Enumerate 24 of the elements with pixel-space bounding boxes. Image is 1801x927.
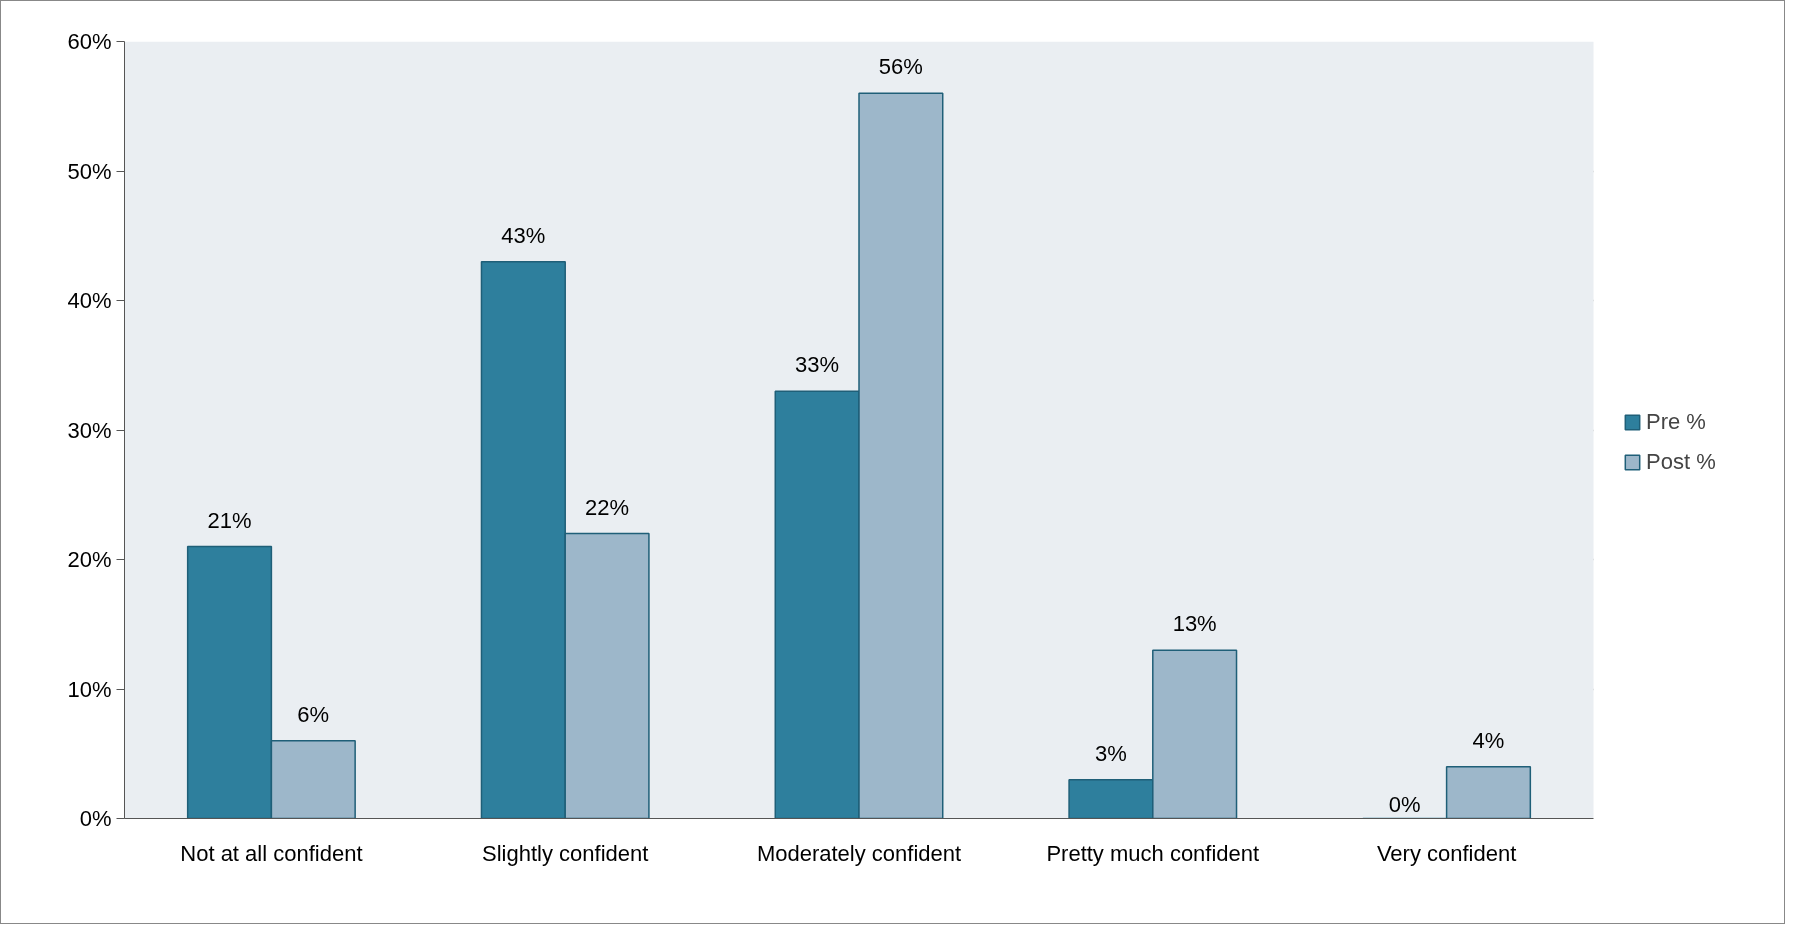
- x-tick-label: Very confident: [1376, 840, 1517, 866]
- y-tick-label: 50%: [67, 158, 112, 184]
- data-label: 56%: [878, 54, 923, 80]
- y-tick-label: 40%: [67, 288, 112, 313]
- data-label: 43%: [501, 222, 546, 248]
- data-label: 6%: [297, 701, 330, 727]
- data-label: 3%: [1095, 740, 1127, 766]
- y-tick-label: 30%: [67, 417, 112, 443]
- data-label: 33%: [795, 352, 840, 378]
- x-tick-label: Pretty much confident: [1046, 840, 1260, 866]
- y-tick-label: 60%: [67, 29, 112, 54]
- data-label: 0%: [1388, 791, 1421, 817]
- x-tick-label: Not at all confident: [180, 840, 363, 866]
- y-tick-label: 20%: [67, 547, 112, 572]
- legend-label: Pre %: [1646, 409, 1706, 435]
- y-tick-label: 10%: [67, 676, 112, 702]
- legend-label: Post %: [1646, 449, 1716, 475]
- x-tick-label: Slightly confident: [482, 840, 649, 866]
- y-tick-label: 0%: [79, 806, 112, 831]
- data-label: 13%: [1172, 611, 1217, 637]
- data-label: 21%: [207, 507, 252, 533]
- data-label: 22%: [585, 494, 630, 520]
- x-tick-label: Moderately confident: [756, 840, 962, 866]
- data-label: 4%: [1472, 727, 1505, 753]
